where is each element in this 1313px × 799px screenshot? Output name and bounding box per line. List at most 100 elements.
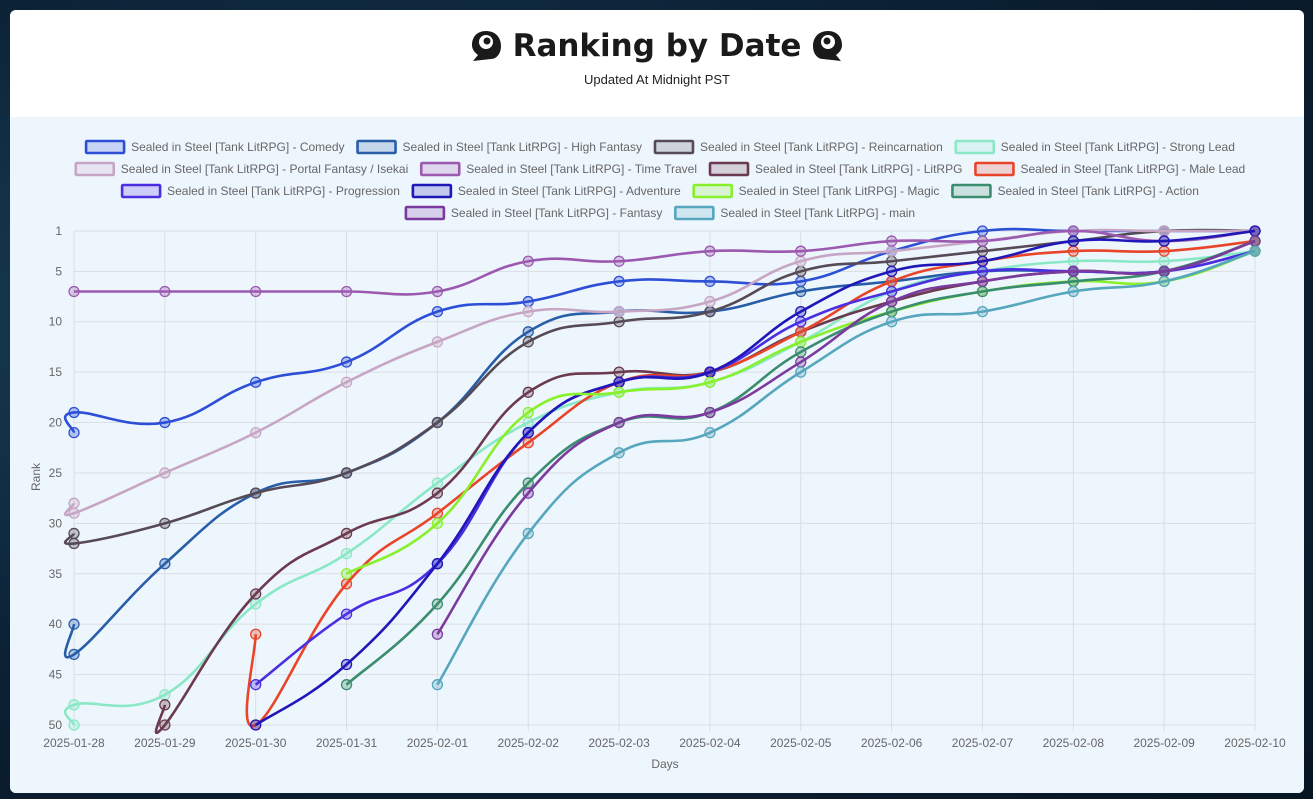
- data-point[interactable]: [340, 467, 353, 479]
- data-point[interactable]: [1067, 255, 1079, 267]
- data-point[interactable]: [795, 245, 807, 257]
- data-point[interactable]: [250, 285, 262, 298]
- data-point[interactable]: [68, 699, 80, 711]
- data-point[interactable]: [1249, 245, 1261, 257]
- data-point[interactable]: [250, 628, 262, 640]
- legend-item[interactable]: Sealed in Steel [Tank LitRPG] - Comedy: [84, 139, 345, 155]
- data-point[interactable]: [1158, 275, 1170, 288]
- data-point[interactable]: [885, 306, 898, 318]
- data-point[interactable]: [340, 568, 353, 580]
- data-point[interactable]: [795, 326, 807, 338]
- data-point[interactable]: [68, 507, 80, 519]
- data-point[interactable]: [159, 467, 171, 479]
- data-point[interactable]: [795, 265, 807, 277]
- data-point[interactable]: [340, 578, 353, 590]
- data-point[interactable]: [795, 306, 807, 318]
- data-point[interactable]: [795, 346, 807, 358]
- data-point[interactable]: [976, 285, 989, 298]
- data-point[interactable]: [885, 265, 898, 277]
- data-point[interactable]: [795, 285, 807, 298]
- data-point[interactable]: [1158, 225, 1170, 237]
- data-point[interactable]: [1067, 245, 1079, 257]
- data-point[interactable]: [522, 416, 534, 429]
- data-point[interactable]: [704, 275, 716, 288]
- data-point[interactable]: [613, 255, 625, 267]
- data-point[interactable]: [431, 416, 444, 429]
- data-point[interactable]: [159, 719, 171, 731]
- data-point[interactable]: [522, 477, 534, 489]
- data-point[interactable]: [613, 275, 625, 288]
- data-point[interactable]: [250, 588, 262, 600]
- data-point[interactable]: [704, 426, 716, 439]
- data-point[interactable]: [522, 336, 534, 348]
- legend-item[interactable]: Sealed in Steel [Tank LitRPG] - Strong L…: [954, 139, 1235, 155]
- legend-item[interactable]: Sealed in Steel [Tank LitRPG] - main: [674, 205, 915, 221]
- legend-item[interactable]: Sealed in Steel [Tank LitRPG] - Adventur…: [411, 183, 681, 199]
- legend-item[interactable]: Sealed in Steel [Tank LitRPG] - Male Lea…: [974, 161, 1245, 177]
- data-point[interactable]: [68, 497, 80, 509]
- data-point[interactable]: [976, 275, 989, 288]
- data-point[interactable]: [1067, 225, 1079, 237]
- data-point[interactable]: [340, 376, 353, 388]
- data-point[interactable]: [1249, 235, 1261, 247]
- data-point[interactable]: [431, 507, 444, 519]
- data-point[interactable]: [976, 255, 989, 267]
- data-point[interactable]: [885, 275, 898, 288]
- legend-item[interactable]: Sealed in Steel [Tank LitRPG] - LitRPG: [708, 161, 962, 177]
- data-point[interactable]: [613, 316, 625, 328]
- data-point[interactable]: [613, 306, 625, 318]
- data-point[interactable]: [976, 265, 989, 277]
- data-point[interactable]: [431, 487, 444, 499]
- data-point[interactable]: [522, 406, 534, 419]
- data-point[interactable]: [1067, 265, 1079, 277]
- data-point[interactable]: [340, 527, 353, 540]
- legend-item[interactable]: Sealed in Steel [Tank LitRPG] - Time Tra…: [419, 161, 697, 177]
- data-point[interactable]: [795, 366, 807, 378]
- data-point[interactable]: [613, 386, 625, 398]
- data-point[interactable]: [704, 366, 716, 378]
- data-point[interactable]: [250, 487, 262, 499]
- data-point[interactable]: [613, 447, 625, 459]
- data-point[interactable]: [795, 255, 807, 267]
- data-point[interactable]: [250, 426, 262, 439]
- data-point[interactable]: [431, 477, 444, 489]
- data-point[interactable]: [885, 316, 898, 328]
- data-point[interactable]: [704, 306, 716, 318]
- data-point[interactable]: [1158, 235, 1170, 247]
- legend-item[interactable]: Sealed in Steel [Tank LitRPG] - Magic: [692, 183, 940, 199]
- data-point[interactable]: [250, 376, 262, 388]
- data-point[interactable]: [522, 386, 534, 398]
- data-point[interactable]: [704, 245, 716, 257]
- data-point[interactable]: [522, 426, 534, 439]
- legend-item[interactable]: Sealed in Steel [Tank LitRPG] - Progress…: [120, 183, 400, 199]
- data-point[interactable]: [704, 295, 716, 308]
- data-point[interactable]: [613, 376, 625, 388]
- data-point[interactable]: [431, 598, 444, 610]
- legend-item[interactable]: Sealed in Steel [Tank LitRPG] - Fantasy: [404, 205, 662, 221]
- data-point[interactable]: [250, 719, 262, 731]
- data-point[interactable]: [522, 437, 534, 449]
- data-point[interactable]: [68, 285, 80, 298]
- data-point[interactable]: [159, 416, 171, 429]
- data-point[interactable]: [340, 608, 353, 620]
- data-point[interactable]: [68, 527, 80, 540]
- legend-item[interactable]: Sealed in Steel [Tank LitRPG] - Portal F…: [74, 161, 408, 177]
- data-point[interactable]: [159, 558, 171, 570]
- data-point[interactable]: [431, 285, 444, 298]
- data-point[interactable]: [704, 376, 716, 388]
- data-point[interactable]: [250, 598, 262, 610]
- data-point[interactable]: [522, 326, 534, 338]
- data-point[interactable]: [795, 356, 807, 368]
- data-point[interactable]: [885, 235, 898, 247]
- data-point[interactable]: [159, 517, 171, 530]
- data-point[interactable]: [68, 719, 80, 731]
- data-point[interactable]: [340, 679, 353, 691]
- data-point[interactable]: [340, 658, 353, 671]
- data-point[interactable]: [976, 245, 989, 257]
- data-point[interactable]: [68, 618, 80, 630]
- data-point[interactable]: [159, 689, 171, 701]
- legend-item[interactable]: Sealed in Steel [Tank LitRPG] - Reincarn…: [653, 139, 943, 155]
- data-point[interactable]: [431, 306, 444, 318]
- data-point[interactable]: [613, 416, 625, 429]
- data-point[interactable]: [1158, 265, 1170, 277]
